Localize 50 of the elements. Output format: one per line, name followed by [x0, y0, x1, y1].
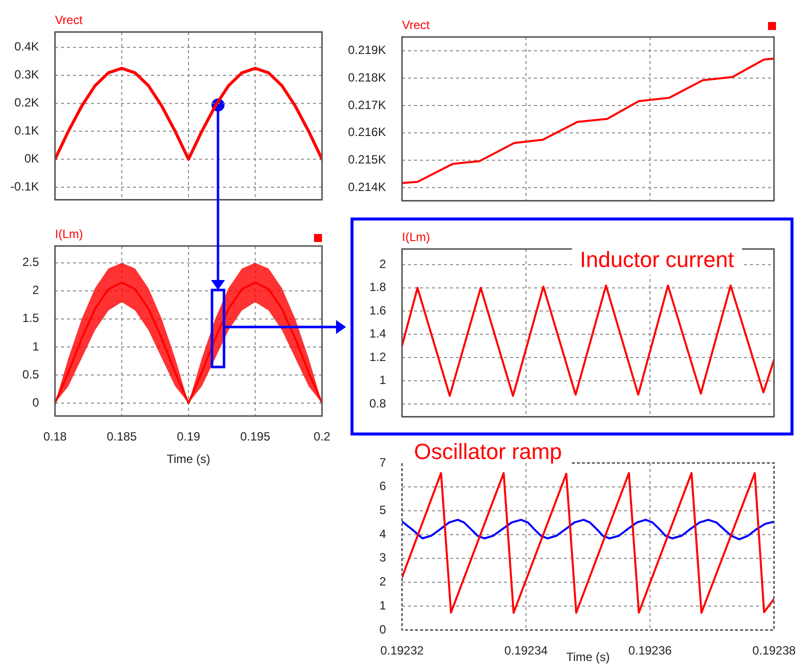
x-axis-title: Time (s)	[566, 650, 610, 664]
y-tick-label: 0.216K	[348, 125, 386, 140]
y-tick-label: 5	[379, 503, 386, 518]
y-tick-label: 2.5	[22, 255, 40, 270]
y-tick-label: 0.5	[22, 367, 40, 382]
y-tick-label: 1.4	[369, 326, 386, 341]
y-tick-label: 0	[32, 395, 40, 410]
x-tick-label: 0.19234	[504, 644, 548, 658]
text: Vrect	[55, 13, 84, 27]
text: I(Lm)	[55, 227, 83, 241]
x-axis-title: Time (s)	[166, 452, 210, 466]
text: Vrect	[402, 18, 430, 32]
y-tick-label: 1.5	[22, 311, 40, 326]
y-tick-label: 0.2K	[14, 96, 39, 110]
x-tick-label: 0.185	[106, 430, 138, 444]
y-tick-label: 7	[379, 455, 386, 470]
y-tick-label: 0.217K	[348, 98, 386, 112]
y-tick-label: 0.1K	[14, 124, 39, 138]
y-tick-label: 1.6	[369, 303, 386, 318]
y-tick-label: 0	[379, 622, 386, 636]
y-tick-label: 1.2	[369, 350, 386, 364]
annotation: Inductor current	[580, 247, 734, 272]
y-tick-label: 0.215K	[348, 152, 386, 167]
y-tick-label: 0.8	[369, 396, 386, 410]
x-tick-label: 0.2	[314, 430, 331, 444]
y-tick-label: 2	[379, 574, 386, 589]
x-tick-label: 0.18	[43, 430, 67, 444]
y-tick-label: 3	[379, 550, 386, 565]
y-tick-label: 0.4K	[14, 40, 39, 54]
y-tick-label: 1	[379, 598, 386, 612]
y-tick-label: 1	[32, 339, 40, 354]
x-tick-label: 0.195	[240, 430, 271, 444]
x-tick-label: 0.19236	[628, 644, 672, 658]
x-tick-label: 0.19238	[752, 644, 796, 658]
y-tick-label: 6	[379, 479, 386, 494]
text: I(Lm)	[402, 230, 430, 244]
y-tick-label: 1.8	[369, 280, 386, 294]
y-tick-label: 0.3K	[14, 68, 39, 82]
y-tick-label: 1	[379, 373, 386, 388]
y-tick-label: 0.214K	[348, 180, 386, 194]
y-tick-label: 0.219K	[348, 43, 386, 58]
y-tick-label: -0.1K	[10, 180, 39, 194]
y-tick-label: 0K	[24, 152, 39, 166]
y-tick-label: 0.218K	[348, 70, 386, 84]
y-tick-label: 4	[379, 526, 386, 541]
x-tick-label: 0.19232	[380, 644, 424, 658]
annotation: Oscillator ramp	[414, 439, 562, 464]
y-tick-label: 2	[379, 256, 386, 271]
y-tick-label: 2	[32, 283, 40, 298]
x-tick-label: 0.19	[176, 430, 200, 444]
